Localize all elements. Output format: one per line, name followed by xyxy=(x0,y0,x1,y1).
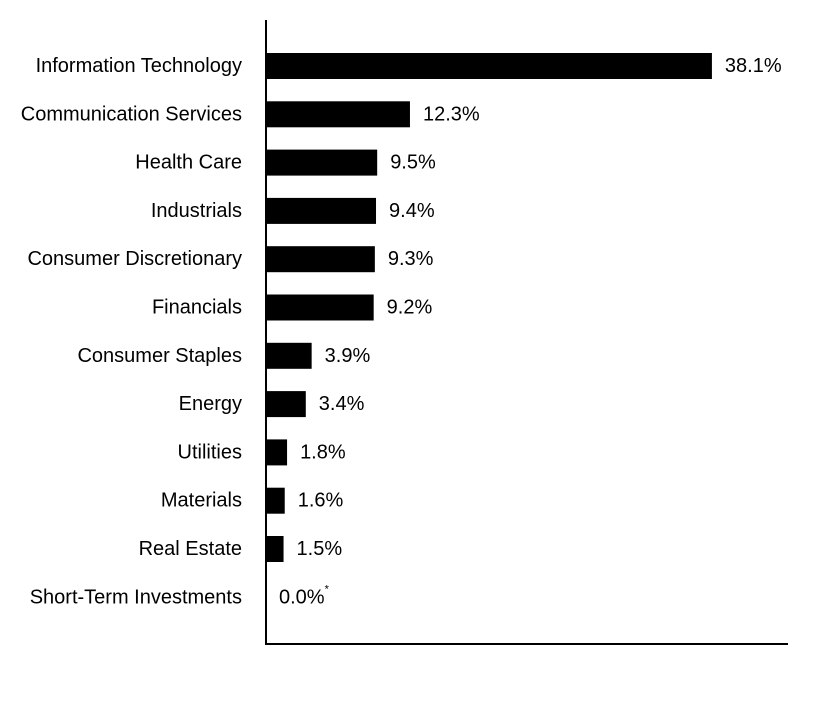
bars-layer xyxy=(266,53,712,562)
value-label: 1.8% xyxy=(300,441,346,463)
value-labels-layer: 38.1% 12.3% 9.5% 9.4% 9.3% 9.2% 3.9% 3.4% 1.8% 1.… xyxy=(279,55,782,608)
bar xyxy=(266,53,712,79)
value-label: 0.0%* xyxy=(279,583,330,608)
category-label: Real Estate xyxy=(139,538,242,560)
category-label: Financials xyxy=(152,297,242,319)
category-label: Utilities xyxy=(178,441,242,463)
value-label-text: 38.1% xyxy=(725,55,782,77)
value-label: 9.3% xyxy=(388,248,434,270)
value-label: 9.5% xyxy=(390,152,436,174)
category-label: Consumer Discretionary xyxy=(27,248,242,270)
value-label-text: 1.6% xyxy=(298,490,344,512)
bar xyxy=(266,101,410,128)
value-label: 1.5% xyxy=(297,538,343,560)
footnote-marker: * xyxy=(325,583,330,595)
category-label: Information Technology xyxy=(36,55,242,77)
bar xyxy=(266,294,374,321)
value-label-text: 9.3% xyxy=(388,248,434,270)
bar xyxy=(266,487,285,514)
value-label-text: 12.3% xyxy=(423,103,480,125)
value-label-text: 9.4% xyxy=(389,200,435,222)
category-labels-layer: Information Technology Communication Serv… xyxy=(21,55,242,608)
bar xyxy=(266,342,312,369)
bar xyxy=(266,536,284,562)
bar xyxy=(266,197,377,224)
bar xyxy=(266,391,306,418)
bar xyxy=(266,149,378,176)
category-label: Communication Services xyxy=(21,103,242,125)
category-label: Health Care xyxy=(135,152,242,174)
category-label: Materials xyxy=(161,490,242,512)
value-label: 12.3% xyxy=(423,103,480,125)
value-label: 3.4% xyxy=(319,393,365,415)
value-label: 9.2% xyxy=(387,297,433,319)
value-label: 3.9% xyxy=(325,345,371,367)
value-label-text: 0.0% xyxy=(279,586,325,608)
value-label-text: 1.8% xyxy=(300,441,346,463)
value-label: 9.4% xyxy=(389,200,435,222)
value-label: 1.6% xyxy=(298,490,344,512)
bar xyxy=(266,439,288,466)
value-label-text: 9.2% xyxy=(387,297,433,319)
value-label: 38.1% xyxy=(725,55,782,77)
value-label-text: 3.4% xyxy=(319,393,365,415)
category-label: Consumer Staples xyxy=(77,345,242,367)
category-label: Energy xyxy=(179,393,242,415)
bar xyxy=(266,246,375,273)
value-label-text: 3.9% xyxy=(325,345,371,367)
value-label-text: 9.5% xyxy=(390,152,436,174)
category-label: Short-Term Investments xyxy=(30,586,242,608)
category-label: Industrials xyxy=(151,200,242,222)
value-label-text: 1.5% xyxy=(297,538,343,560)
